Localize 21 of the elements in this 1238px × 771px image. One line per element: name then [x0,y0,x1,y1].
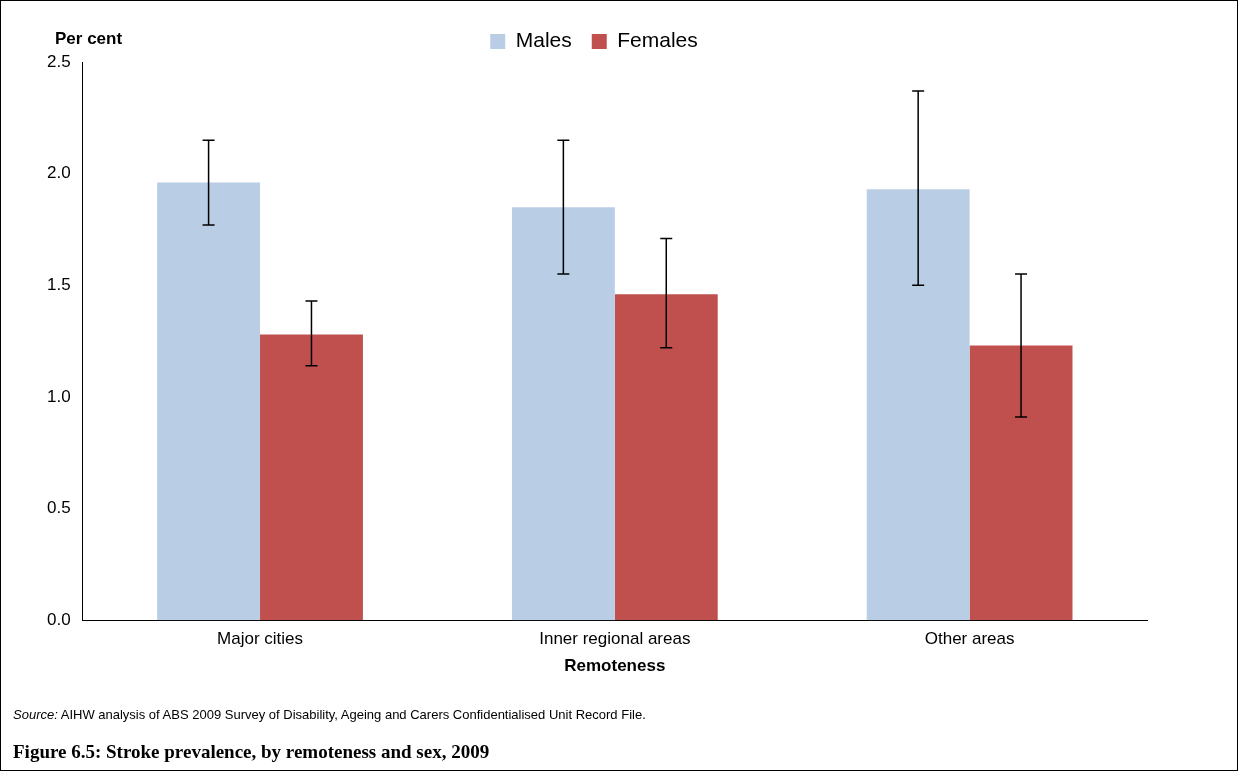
bar [614,294,718,621]
bar [157,182,261,621]
bar [969,345,1073,621]
x-axis-title: Remoteness [564,656,666,676]
y-tick-label: 2.0 [46,163,71,183]
text: Figure 6.5: Stroke prevalence, by remoteness and sex, 2009 [13,741,490,763]
y-tick-label: 1.0 [46,386,71,406]
bar [866,189,970,621]
y-tick-label: 2.5 [46,51,71,71]
bar [511,207,615,621]
y-tick-label: 0.0 [46,609,71,629]
x-tick-label: Other areas [924,629,1015,649]
source-note: Source: AIHW analysis of ABS 2009 Survey of Disability, Ageing and Carers Confidentialised Unit Record File. [13,707,646,722]
x-tick-label: Major cities [217,629,304,649]
y-tick-label: 1.5 [46,274,71,294]
y-tick-label: 0.5 [46,498,71,518]
legend-label: Males [515,28,572,52]
x-tick-label: Inner regional areas [539,629,691,649]
legend-label: Females [617,28,698,52]
bar [260,334,363,621]
y-axis-title: Per cent [55,28,123,48]
